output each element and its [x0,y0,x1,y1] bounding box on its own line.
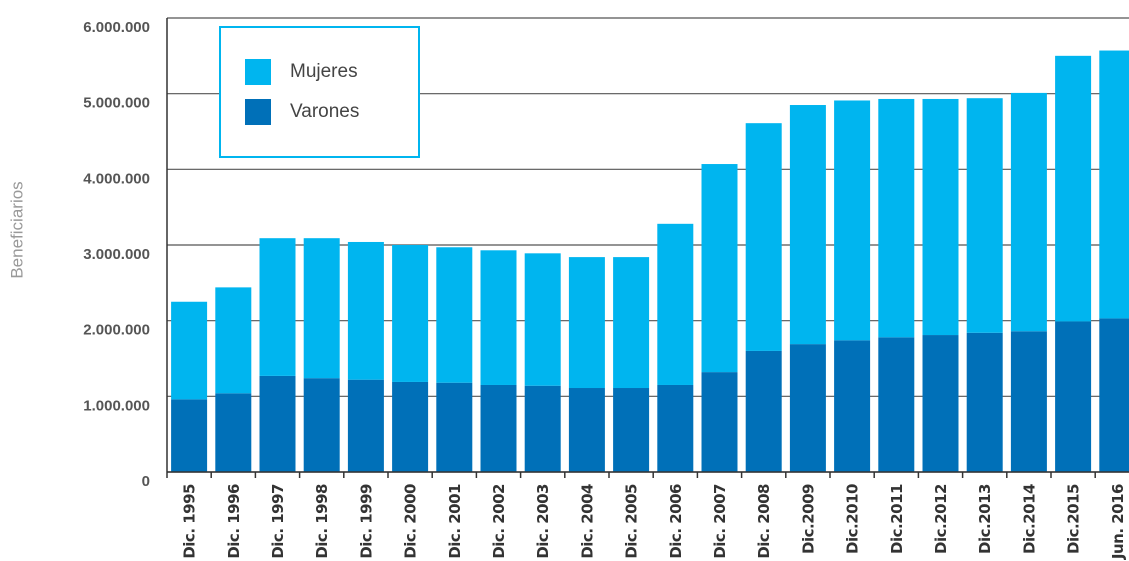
bar-segment [171,301,208,400]
bar-segment [1055,321,1092,472]
bar-segment [568,388,605,472]
x-tick-label: Dic.2013 [976,484,994,554]
x-tick-label: Dic. 1997 [269,484,287,559]
y-tick-label: 2.000.000 [83,322,150,339]
x-tick-label: Dic. 2002 [490,484,508,559]
x-tick-label: Dic. 2004 [578,484,596,559]
legend-swatch [245,99,271,125]
bar-segment [922,98,959,336]
bar-segment [303,238,340,379]
bar-segment [1010,331,1047,472]
x-tick-label: Dic. 2008 [755,484,773,559]
bar-segment [745,123,782,351]
x-tick-label: Dic.2011 [888,484,906,554]
x-tick-label: Dic. 2006 [667,484,685,559]
bar-segment [1055,55,1092,322]
legend-label: Mujeres [290,61,358,82]
y-tick-label: 0 [142,473,150,490]
bar-segment [613,257,650,389]
bar-segment [215,393,252,472]
bar-segment [834,340,871,472]
bar-segment [524,385,561,472]
bar-segment [1099,318,1129,472]
bar-segment [834,100,871,341]
y-tick-label: 5.000.000 [83,95,150,112]
x-tick-label: Dic. 1998 [313,484,331,559]
x-tick-label: Dic.2010 [844,484,862,554]
bar-segment [613,388,650,472]
x-tick-label: Dic.2014 [1020,484,1038,554]
bar-segment [215,287,252,394]
bar-segment [480,250,517,385]
legend-label: Varones [290,101,359,122]
bar-segment [966,98,1003,333]
x-tick-label: Dic. 2000 [402,484,420,559]
bar-segment [347,379,384,472]
bar-segment [701,164,738,373]
bar-segment [922,335,959,472]
x-tick-label: Dic.2009 [799,484,817,554]
x-tick-label: Dic.2012 [932,484,950,554]
bar-segment [657,223,694,385]
x-tick-label: Jun. 2016 [1109,484,1127,560]
y-tick-label: 4.000.000 [83,170,150,187]
bar-segment [171,399,208,472]
bar-segment [392,381,429,472]
bar-segment [1099,50,1129,319]
bar-segment [568,257,605,389]
bar-segment [966,332,1003,472]
bar-segment [878,337,915,472]
bar-segment [878,98,915,338]
bar-segment [745,350,782,472]
bar-segment [392,245,429,382]
bar-segment [436,247,473,383]
bar-segment [347,241,384,380]
x-tick-label: Dic. 2001 [446,484,464,559]
x-tick-label: Dic. 2005 [623,484,641,559]
x-tick-label: Dic. 2007 [711,484,729,559]
y-tick-label: 3.000.000 [83,246,150,263]
bar-segment [789,105,826,345]
bar-segment [524,253,561,386]
legend-box [219,26,420,158]
legend-swatch [245,59,271,85]
x-tick-label: Dic. 2003 [534,484,552,559]
y-tick-label: 1.000.000 [83,397,150,414]
bar-segment [701,372,738,472]
bar-segment [480,384,517,472]
y-tick-label: 6.000.000 [83,19,150,36]
bar-segment [436,382,473,472]
bar-segment [303,378,340,472]
x-tick-label: Dic. 1995 [181,484,199,559]
bar-segment [789,344,826,472]
x-tick-label: Dic. 1996 [225,484,243,559]
bar-segment [259,375,296,472]
bar-segment [1010,92,1047,332]
y-axis-label: Beneficiarios [7,181,26,278]
bar-segment [259,238,296,376]
x-tick-label: Dic.2015 [1065,484,1083,554]
x-tick-label: Dic. 1999 [357,484,375,559]
bar-segment [657,384,694,472]
